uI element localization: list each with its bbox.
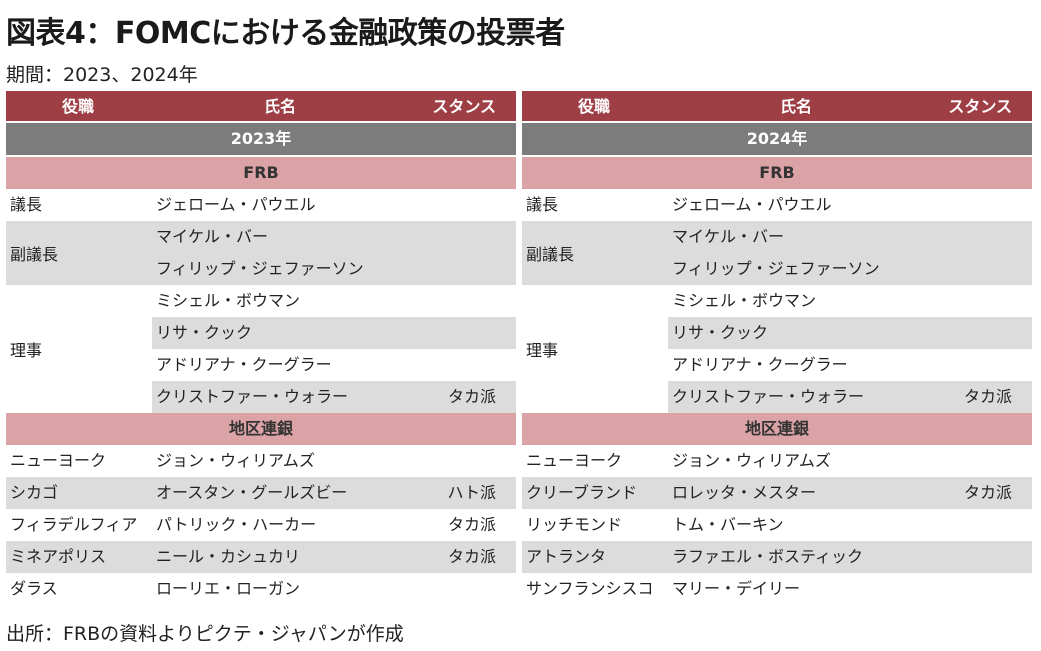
member-name: リサ・クック (672, 323, 769, 342)
stance-badge: タカ派 (963, 483, 1012, 502)
member-name: ラファエル・ボスティック (672, 547, 864, 566)
section-regional: 地区連銀 (6, 413, 516, 445)
member-name: ジョン・ウィリアムズ (156, 451, 315, 470)
section-frb: FRB (6, 157, 516, 189)
governors-group: 理事 ミシェル・ボウマン リサ・クック アドリアナ・クーグラー クリストファー・… (6, 285, 516, 413)
role-district: リッチモンド (526, 515, 623, 534)
table-row: マイケル・バー (522, 221, 1032, 253)
role-district: クリーブランド (526, 483, 638, 502)
role-district: フィラデルフィア (10, 515, 138, 534)
role-chair: 議長 (10, 195, 43, 214)
stance-badge: ハト派 (447, 483, 496, 502)
member-name: ジェローム・パウエル (672, 195, 832, 214)
role-district: ニューヨーク (526, 451, 623, 470)
member-name: パトリック・ハーカー (156, 515, 317, 534)
table-row: アドリアナ・クーグラー (522, 349, 1032, 381)
table-row: 議長 ジェローム・パウエル (6, 189, 516, 221)
member-name: マイケル・バー (156, 227, 269, 246)
header-stance: スタンス (432, 97, 496, 116)
member-name: トム・バーキン (672, 515, 784, 534)
member-name: フィリップ・ジェファーソン (156, 259, 364, 278)
page-title: 図表4：FOMCにおける金融政策の投票者 (6, 16, 565, 51)
member-name: ジョン・ウィリアムズ (672, 451, 831, 470)
table-row: シカゴ オースタン・グールズビー ハト派 (6, 477, 516, 509)
stance-badge: タカ派 (963, 387, 1012, 406)
member-name: クリストファー・ウォラー (156, 387, 349, 406)
role-vice-chair: 副議長 (522, 221, 668, 285)
table-header: 役職 氏名 スタンス (6, 91, 516, 123)
voters-table-2023: 役職 氏名 スタンス 2023年 FRB 議長 ジェローム・パウエル 副議長 マ… (6, 91, 516, 605)
stance-badge: タカ派 (447, 515, 496, 534)
member-name: クリストファー・ウォラー (672, 387, 865, 406)
table-row: ミネアポリス ニール・カシュカリ タカ派 (6, 541, 516, 573)
table-row: ミシェル・ボウマン (6, 285, 516, 317)
table-row: クリストファー・ウォラー タカ派 (522, 381, 1032, 413)
role-governor: 理事 (10, 341, 43, 360)
table-row: クリーブランド ロレッタ・メスター タカ派 (522, 477, 1032, 509)
role-district: アトランタ (526, 547, 607, 566)
member-name: ロレッタ・メスター (672, 483, 817, 502)
table-row: アトランタ ラファエル・ボスティック (522, 541, 1032, 573)
vice-chair-group: 副議長 マイケル・バー フィリップ・ジェファーソン (522, 221, 1032, 285)
role-vice-chair: 副議長 (6, 221, 152, 285)
table-row: フィリップ・ジェファーソン (522, 253, 1032, 285)
table-row: アドリアナ・クーグラー (6, 349, 516, 381)
section-frb: FRB (522, 157, 1032, 189)
table-row: ニューヨーク ジョン・ウィリアムズ (6, 445, 516, 477)
member-name: ジェローム・パウエル (156, 195, 316, 214)
year-label: 2024年 (522, 123, 1032, 157)
member-name: アドリアナ・クーグラー (156, 355, 332, 374)
member-name: ニール・カシュカリ (156, 547, 301, 566)
role-district: ダラス (10, 579, 58, 598)
header-name: 氏名 (264, 97, 297, 116)
table-row: マイケル・バー (6, 221, 516, 253)
table-row: フィリップ・ジェファーソン (6, 253, 516, 285)
table-row: リサ・クック (522, 317, 1032, 349)
member-name: フィリップ・ジェファーソン (672, 259, 880, 278)
period-label: 期間：2023、2024年 (6, 64, 198, 86)
table-row: 議長 ジェローム・パウエル (522, 189, 1032, 221)
stance-badge: タカ派 (447, 387, 496, 406)
member-name: アドリアナ・クーグラー (672, 355, 848, 374)
table-header: 役職 氏名 スタンス (522, 91, 1032, 123)
voters-table-2024: 役職 氏名 スタンス 2024年 FRB 議長 ジェローム・パウエル 副議長 マ… (522, 91, 1032, 605)
year-label: 2023年 (6, 123, 516, 157)
table-row: リッチモンド トム・バーキン (522, 509, 1032, 541)
member-name: ミシェル・ボウマン (672, 291, 817, 310)
member-name: ミシェル・ボウマン (156, 291, 301, 310)
member-name: マリー・デイリー (672, 579, 801, 598)
header-role: 役職 (578, 97, 611, 116)
member-name: リサ・クック (156, 323, 253, 342)
member-name: オースタン・グールズビー (156, 483, 348, 502)
member-name: ローリエ・ローガン (156, 579, 301, 598)
source-note: 出所：FRBの資料よりピクテ・ジャパンが作成 (6, 623, 404, 645)
table-row: リサ・クック (6, 317, 516, 349)
role-district: ミネアポリス (10, 547, 107, 566)
role-governor: 理事 (526, 341, 559, 360)
role-district: シカゴ (10, 483, 59, 502)
member-name: マイケル・バー (672, 227, 785, 246)
header-stance: スタンス (948, 97, 1012, 116)
table-row: ミシェル・ボウマン (522, 285, 1032, 317)
table-row: サンフランシスコ マリー・デイリー (522, 573, 1032, 605)
table-row: ニューヨーク ジョン・ウィリアムズ (522, 445, 1032, 477)
governors-group: 理事 ミシェル・ボウマン リサ・クック アドリアナ・クーグラー クリストファー・… (522, 285, 1032, 413)
table-row: ダラス ローリエ・ローガン (6, 573, 516, 605)
role-chair: 議長 (526, 195, 559, 214)
table-row: クリストファー・ウォラー タカ派 (6, 381, 516, 413)
section-regional: 地区連銀 (522, 413, 1032, 445)
vice-chair-group: 副議長 マイケル・バー フィリップ・ジェファーソン (6, 221, 516, 285)
header-name: 氏名 (780, 97, 813, 116)
table-row: フィラデルフィア パトリック・ハーカー タカ派 (6, 509, 516, 541)
stance-badge: タカ派 (447, 547, 496, 566)
header-role: 役職 (62, 97, 95, 116)
role-district: ニューヨーク (10, 451, 107, 470)
role-district: サンフランシスコ (526, 579, 654, 598)
